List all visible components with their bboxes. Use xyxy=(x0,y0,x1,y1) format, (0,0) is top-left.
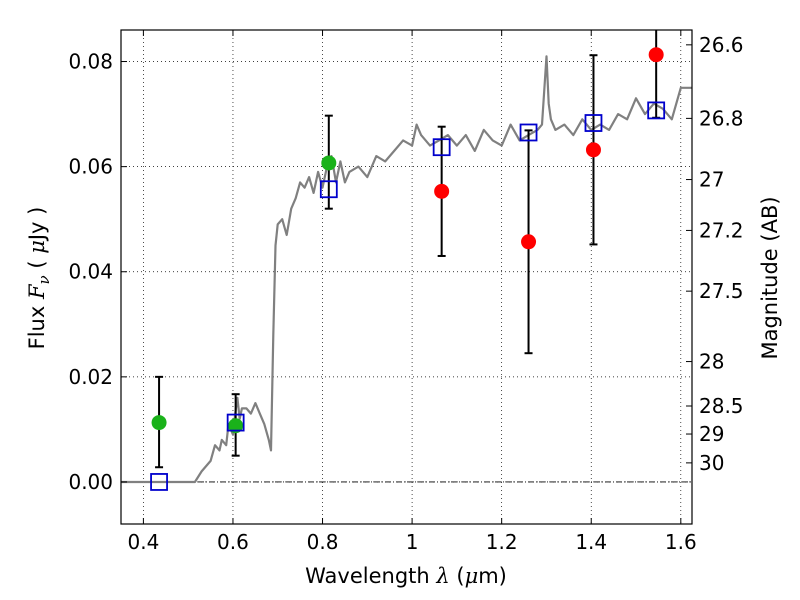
svg-text:Flux Fν ( μJy ): Flux Fν ( μJy ) xyxy=(25,207,53,350)
grid-lines xyxy=(121,30,692,524)
data-point xyxy=(321,155,337,171)
y-tick-label: 0.02 xyxy=(68,365,113,389)
y2-tick-label: 27 xyxy=(699,168,724,192)
data-point xyxy=(521,234,537,250)
y-tick-label: 0.04 xyxy=(68,260,113,284)
y2-tick-label: 26.6 xyxy=(699,33,744,57)
x-axis-title: Wavelength λ (μm) xyxy=(305,564,507,588)
x-tick-label: 0.8 xyxy=(307,530,339,554)
x-tick-label: 1.4 xyxy=(575,530,607,554)
data-point xyxy=(151,415,167,431)
model-spectrum-line xyxy=(121,55,692,484)
x-tick-label: 1.6 xyxy=(665,530,697,554)
x-tick-label: 0.6 xyxy=(217,530,249,554)
y2-tick-label: 28 xyxy=(699,350,724,374)
model-photometry-square xyxy=(584,114,603,132)
model-photometry-square xyxy=(519,123,538,142)
y2-ticks: 26.6 26.8 27 27.2 27.5 28 28.5 29 30 xyxy=(686,33,744,475)
model-photometry-square xyxy=(647,101,666,120)
y2-tick-label: 27.2 xyxy=(699,218,744,242)
model-photometry-square xyxy=(150,473,168,491)
y-tick-label: 0.00 xyxy=(68,470,113,494)
data-point xyxy=(434,183,450,199)
x-tick-label: 1 xyxy=(406,530,419,554)
y2-tick-label: 27.5 xyxy=(699,279,744,303)
model-spectrum xyxy=(121,55,692,484)
model-photometry-square xyxy=(432,138,451,157)
x-tick-label: 0.4 xyxy=(127,530,159,554)
data-point xyxy=(585,142,601,158)
y2-axis-title: Magnitude (AB) xyxy=(758,196,782,359)
y2-tick-label: 30 xyxy=(699,451,724,475)
data-point xyxy=(228,418,244,434)
x-ticks: 0.4 0.6 0.8 1 1.2 1.4 1.6 xyxy=(127,30,697,554)
y2-tick-label: 28.5 xyxy=(699,394,744,418)
svg-text:Magnitude (AB): Magnitude (AB) xyxy=(758,196,782,359)
error-bars xyxy=(155,30,661,469)
y-tick-label: 0.08 xyxy=(68,50,113,74)
y-tick-label: 0.06 xyxy=(68,155,113,179)
data-point xyxy=(648,47,664,63)
plot-frame xyxy=(120,29,693,525)
y2-tick-label: 26.8 xyxy=(699,106,744,130)
y-axis-title: Flux Fν ( μJy ) xyxy=(25,207,53,350)
model-photometry-square xyxy=(226,413,245,432)
data-markers xyxy=(150,47,666,491)
y-ticks: 0.00 0.02 0.04 0.06 0.08 xyxy=(68,50,127,494)
x-tick-label: 1.2 xyxy=(486,530,518,554)
model-photometry-square xyxy=(319,180,338,199)
y2-tick-label: 29 xyxy=(699,422,724,446)
